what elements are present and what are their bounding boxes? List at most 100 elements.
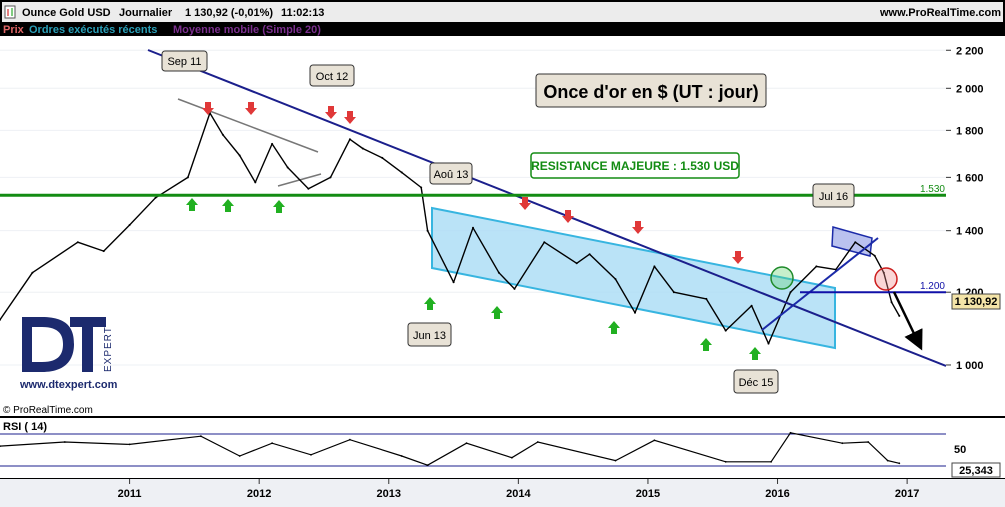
y-tick-label: 1 800 — [956, 125, 984, 137]
rsi-point — [426, 464, 429, 467]
annotation-labels: Sep 11 Oct 12 Aoû 13 Jun 13 Déc 15 Jul 1… — [161, 50, 855, 394]
price-point — [329, 176, 332, 179]
rsi-point — [886, 459, 889, 462]
price-point — [238, 154, 241, 157]
x-tick-label: 2011 — [118, 488, 142, 500]
rsi-point — [128, 443, 131, 446]
price-point — [653, 265, 656, 268]
sell-arrow — [519, 197, 531, 210]
right-axis-pane — [946, 36, 1005, 416]
price-point — [873, 254, 876, 257]
sell-arrow — [632, 221, 644, 234]
rsi-point — [841, 442, 844, 445]
chart-title-text: Once d'or en $ (UT : jour) — [543, 82, 758, 102]
y-tick-label: 1 400 — [956, 226, 984, 238]
price-point — [634, 311, 636, 314]
level-label: 1.200 — [920, 281, 945, 292]
last-price-tag: 1 130,92 — [951, 293, 1001, 310]
rsi-point — [536, 441, 539, 443]
resistance-label: RESISTANCE MAJEURE : 1.530 USD — [531, 159, 739, 173]
title-box — [535, 73, 767, 108]
rsi-point — [465, 442, 468, 445]
rsi-point — [310, 453, 312, 456]
price-point — [361, 147, 364, 150]
price-point — [426, 229, 429, 232]
annotation-jul16: Jul 16 — [819, 191, 848, 203]
rsi-line — [0, 432, 900, 466]
level-label: 1.530 — [920, 184, 945, 195]
rsi-point — [867, 441, 870, 443]
rsi-point — [724, 460, 727, 463]
rsi-point — [653, 439, 656, 442]
sell-arrow — [202, 102, 214, 115]
x-axis: 2011 2012 2013 2014 2015 2016 2017 — [118, 479, 919, 500]
price-point — [307, 187, 310, 190]
rsi-series — [0, 431, 901, 467]
legend-prix[interactable]: Prix — [3, 24, 25, 36]
price-point — [400, 171, 403, 174]
price-point — [381, 156, 384, 159]
rsi-point — [614, 459, 617, 462]
price-point — [750, 304, 753, 307]
indicator-legend: Prix Ordres exécutés récents Moyenne mob… — [3, 24, 482, 36]
rsi-pane — [0, 418, 946, 478]
rsi-point — [0, 445, 1, 447]
price-point — [724, 329, 727, 332]
legend-orders[interactable]: Ordres exécutés récents — [29, 24, 157, 36]
site-name[interactable]: www.ProRealTime.com — [879, 7, 1001, 19]
sell-arrow — [562, 210, 574, 223]
legend-ma50[interactable]: Moyenne mobile (Simple 50) — [334, 24, 482, 36]
projection-arrow — [892, 291, 923, 351]
price-point — [76, 241, 79, 244]
price-point — [221, 133, 224, 136]
price-point — [271, 142, 274, 145]
level-lines: 1.530 1.200 — [0, 184, 946, 294]
x-tick-label: 2014 — [506, 488, 531, 500]
last-price-value: 1 130,92 — [955, 296, 998, 308]
price-point — [705, 297, 708, 300]
price-point — [614, 278, 617, 281]
price-point — [672, 291, 675, 294]
x-tick-label: 2015 — [636, 488, 660, 500]
quote-time: 11:02:13 — [281, 7, 324, 19]
logo-t — [70, 317, 106, 372]
breakdown-circle — [874, 267, 898, 291]
sell-arrow — [325, 106, 337, 119]
price-point — [575, 262, 578, 265]
buy-arrow — [491, 306, 503, 319]
price-line — [0, 112, 900, 345]
price-point — [789, 291, 792, 294]
bear-channel — [431, 206, 836, 350]
rsi-point — [271, 442, 273, 445]
price-point — [472, 226, 474, 229]
price-point — [420, 186, 423, 189]
logo-expert: EXPERT — [103, 326, 114, 372]
price-point — [0, 318, 1, 321]
price-point — [286, 166, 289, 169]
annotation-box — [309, 64, 355, 87]
legend-bar — [0, 22, 496, 36]
rsi-title: RSI ( 14) — [3, 421, 47, 433]
price-point — [186, 176, 189, 179]
rsi-point — [770, 460, 772, 463]
price-point — [767, 342, 770, 345]
sell-arrow — [344, 111, 356, 124]
legend-ma20[interactable]: Moyenne mobile (Simple 20) — [173, 24, 321, 36]
rsi-panel: RSI ( 14) 50 25,343 — [0, 421, 1001, 478]
rsi-point — [63, 441, 66, 443]
buy-arrow — [608, 321, 620, 334]
annotation-oct12: Oct 12 — [316, 71, 348, 83]
rsi-value-box — [951, 462, 1001, 478]
rsi-point — [349, 438, 351, 441]
signal-arrows — [186, 102, 761, 360]
header-icon — [4, 5, 16, 19]
header-bar — [2, 2, 1003, 22]
overlay-lines — [147, 49, 946, 367]
buy-arrow — [700, 338, 712, 351]
price-point — [128, 224, 131, 226]
dt-expert-logo: EXPERT www.dtexpert.com — [19, 317, 118, 391]
triangle-resistance — [177, 98, 319, 153]
uptrend-line — [761, 237, 879, 331]
instrument-name: Ounce Gold USD — [22, 7, 111, 19]
